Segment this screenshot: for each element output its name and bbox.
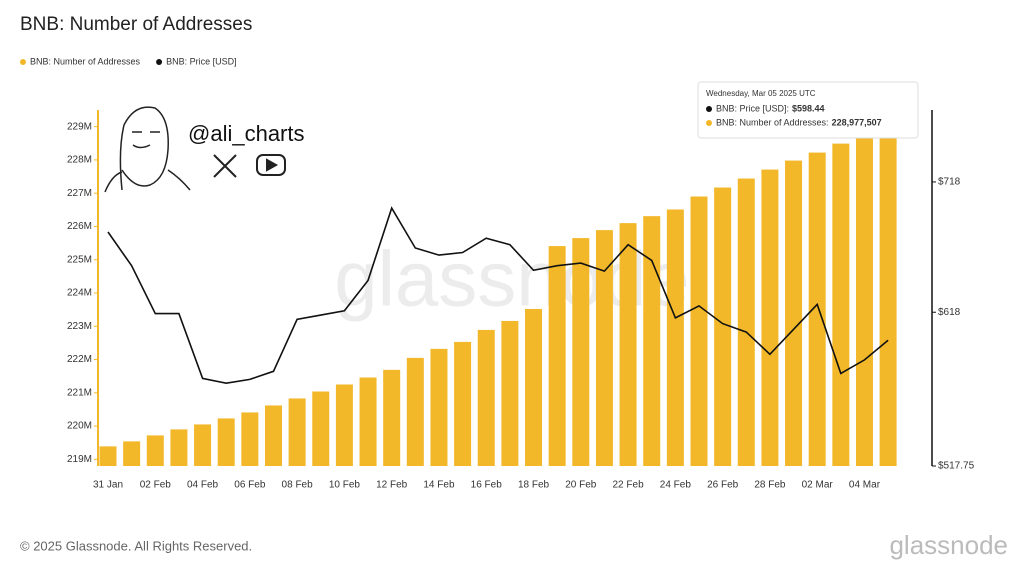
y-tick-label: 227M [67,188,92,199]
bar [264,405,282,466]
x-tick-label: 02 Feb [140,480,172,491]
x-tick-label: 06 Feb [234,480,266,491]
y2-tick-label: $517.75 [938,461,975,472]
bar [288,398,306,466]
bar [572,238,590,466]
avatar [104,106,191,193]
x-tick-label: 18 Feb [518,480,550,491]
y2-tick-label: $718 [938,177,961,188]
y-tick-label: 221M [67,387,92,398]
social-icons [213,154,286,178]
x-tick-label: 16 Feb [471,480,503,491]
bar [690,196,708,466]
x-tick-label: 28 Feb [754,480,786,491]
bar [170,429,188,466]
tooltip-marker [706,120,712,126]
bar [123,441,141,466]
bar [832,143,850,466]
chart-title: BNB: Number of Addresses [20,14,252,35]
x-tick-label: 04 Mar [849,480,881,491]
x-tick-label: 14 Feb [423,480,455,491]
tooltip-box [697,81,919,139]
x-tick-label: 26 Feb [707,480,739,491]
bar [241,412,259,466]
y-tick-label: 225M [67,254,92,265]
bar [359,377,377,466]
bar [595,230,613,466]
footer: © 2025 Glassnode. All Rights Reserved. [20,538,252,553]
bar [548,246,566,466]
bar [761,169,779,466]
tooltip: Wednesday, Mar 05 2025 UTC BNB: Price [US… [697,81,919,139]
bar [146,435,164,466]
y-tick-label: 228M [67,155,92,166]
x-tick-label: 02 Mar [802,480,834,491]
x-tick-label: 12 Feb [376,480,408,491]
price-line [107,206,889,385]
tooltip-label: BNB: Price [USD]: [716,103,789,113]
legend-label: BNB: Number of Addresses [30,56,141,66]
y-tick-label: 220M [67,421,92,432]
tooltip-value: $598.44 [792,103,825,113]
bar [335,384,353,466]
bar [808,152,826,466]
bar [501,320,519,466]
tooltip-value: 228,977,507 [832,117,882,127]
x-tick-label: 22 Feb [613,480,645,491]
bar [879,127,897,466]
x-tick-label: 10 Feb [329,480,361,491]
legend-label: BNB: Price [USD] [166,56,237,66]
brand-logo: glassnode [889,530,1008,560]
bar [785,160,803,466]
bar [430,348,448,466]
y2-tick-label: $618 [938,307,961,318]
bar [855,134,873,467]
x-tick-label: 24 Feb [660,480,692,491]
bar [619,223,637,466]
y-tick-label: 224M [67,288,92,299]
bar [312,391,330,466]
y-tick-label: 222M [67,354,92,365]
y-tick-label: 223M [67,321,92,332]
bar [525,308,543,466]
handle: @ali_charts [188,121,305,146]
y-tick-label: 226M [67,221,92,232]
legend-marker [20,59,26,65]
x-tick-label: 08 Feb [282,480,314,491]
x-tick-label: 04 Feb [187,480,219,491]
legend-marker [156,59,163,65]
bar [383,369,401,466]
bar [666,209,684,466]
y-tick-label: 219M [67,454,92,465]
bar [194,424,212,466]
bar [406,357,424,466]
tooltip-label: BNB: Number of Addresses: [716,117,829,127]
tooltip-marker [706,106,712,112]
bar [99,446,117,466]
y-tick-label: 229M [67,121,92,132]
bar [477,329,495,466]
bar [217,418,235,466]
bar [714,187,732,467]
x-tick-label: 31 Jan [93,480,123,491]
bar [737,178,755,466]
tooltip-date: Wednesday, Mar 05 2025 UTC [706,89,816,98]
x-tick-label: 20 Feb [565,480,597,491]
bar [643,216,661,466]
bar [454,341,472,466]
